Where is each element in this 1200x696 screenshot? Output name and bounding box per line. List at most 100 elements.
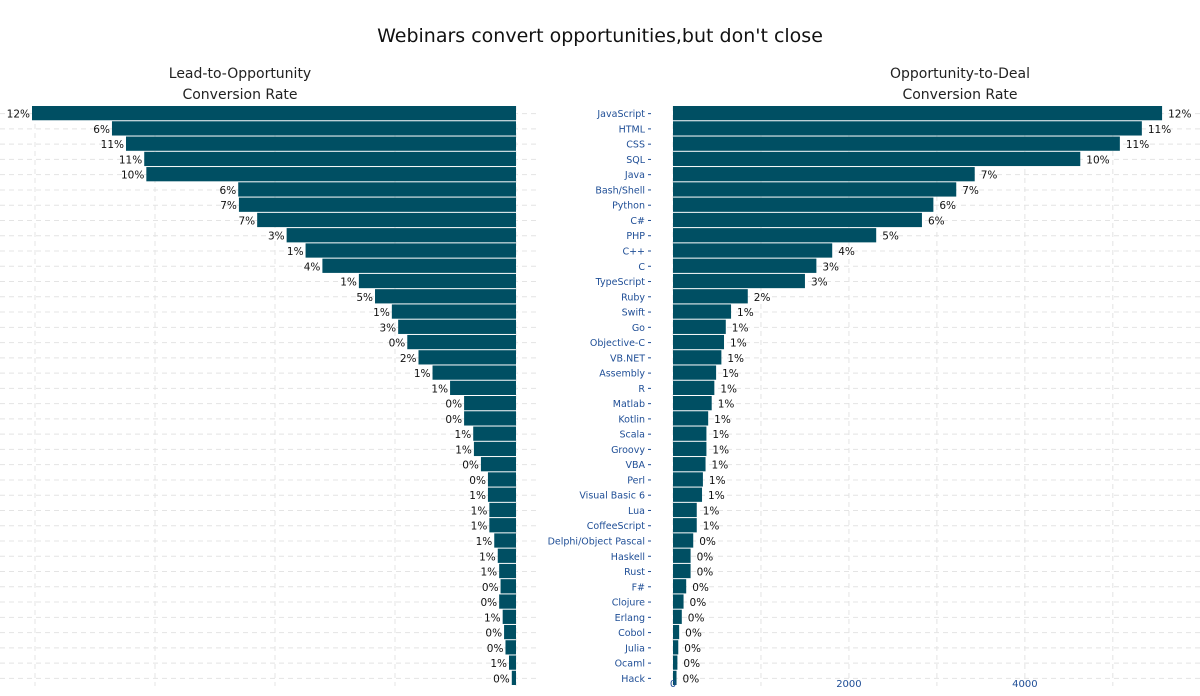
- right-bar-java: [673, 167, 975, 182]
- left-bar-python: [238, 197, 516, 212]
- category-label-haskell: Haskell: [611, 552, 645, 563]
- left-bar-cobol: [504, 624, 516, 640]
- right-bar-label-hack: 0%: [683, 673, 700, 685]
- left-bar-label-assembly: 1%: [414, 368, 431, 380]
- left-bar-vba: [480, 457, 516, 472]
- category-label-go: Go: [632, 323, 645, 334]
- left-bar-label-bash-shell: 6%: [220, 185, 237, 197]
- category-label-delphi-object-pascal: Delphi/Object Pascal: [548, 537, 645, 548]
- category-label-c: C++: [622, 247, 645, 258]
- category-label-bash-shell: Bash/Shell: [595, 185, 645, 196]
- right-bar-ruby: [673, 289, 748, 304]
- left-bar-perl: [487, 472, 516, 487]
- right-bar-label-perl: 1%: [709, 475, 726, 487]
- right-bar-objective-c: [673, 334, 725, 350]
- left-bar-label-css: 11%: [101, 139, 124, 151]
- left-bar-r: [450, 380, 516, 395]
- category-label-sql: SQL: [626, 155, 646, 166]
- right-bar-r: [673, 380, 715, 395]
- left-bar-label-vb-net: 2%: [400, 353, 417, 365]
- right-bar-label-ocaml: 0%: [683, 658, 700, 670]
- category-label-php: PHP: [626, 231, 645, 242]
- right-bar-label-assembly: 1%: [722, 368, 739, 380]
- left-bar-label-java: 10%: [121, 170, 144, 182]
- right-bar-c: [673, 212, 922, 228]
- left-bar-html: [111, 121, 517, 136]
- right-bar-bash-shell: [673, 182, 957, 197]
- right-bar-swift: [673, 304, 732, 319]
- left-bar-clojure: [499, 594, 516, 609]
- right-bar-sql: [673, 151, 1081, 167]
- left-bar-label-clojure: 0%: [480, 597, 497, 609]
- right-bar-php: [673, 228, 877, 243]
- left-bar-coffeescript: [489, 518, 516, 533]
- left-bar-erlang: [502, 609, 516, 624]
- right-bar-scala: [673, 426, 707, 441]
- left-bar-label-kotlin: 0%: [445, 414, 462, 426]
- left-panel: 12%6%11%11%10%6%7%7%3%1%4%1%5%1%3%0%2%1%…: [0, 106, 540, 686]
- right-bar-label-kotlin: 1%: [714, 414, 731, 426]
- right-bar-label-r: 1%: [720, 383, 737, 395]
- category-label-assembly: Assembly: [599, 369, 645, 380]
- right-bar-f: [673, 579, 687, 594]
- right-bar-label-html: 11%: [1148, 124, 1171, 136]
- right-bar-javascript: [673, 106, 1163, 121]
- left-bar-lua: [489, 502, 516, 518]
- category-label-java: Java: [624, 170, 645, 181]
- x-tick-label: 0: [670, 679, 676, 690]
- left-bar-scala: [473, 426, 516, 441]
- category-label-rust: Rust: [624, 567, 645, 578]
- left-bar-css: [125, 136, 516, 151]
- left-bar-haskell: [497, 548, 516, 563]
- category-label-groovy: Groovy: [611, 445, 645, 456]
- right-bar-hack: [673, 670, 677, 685]
- category-label-lua: Lua: [628, 506, 645, 517]
- right-bar-vb-net: [673, 350, 722, 365]
- left-bar-label-ruby: 5%: [356, 292, 373, 304]
- right-bar-label-swift: 1%: [737, 307, 754, 319]
- category-label-visual-basic-6: Visual Basic 6: [579, 491, 645, 502]
- chart-title: Webinars convert opportunities,but don't…: [377, 25, 823, 47]
- left-bar-label-ocaml: 1%: [490, 658, 507, 670]
- category-label-julia: Julia: [624, 643, 645, 654]
- left-bar-label-rust: 1%: [480, 567, 497, 579]
- left-bar-label-perl: 0%: [469, 475, 486, 487]
- right-bar-label-groovy: 1%: [712, 444, 729, 456]
- left-bar-go: [398, 319, 516, 334]
- category-label-javascript: JavaScript: [596, 109, 645, 120]
- right-bar-cobol: [673, 624, 680, 640]
- right-bar-label-python: 6%: [939, 200, 956, 212]
- left-bar-matlab: [464, 396, 516, 411]
- right-bar-rust: [673, 563, 691, 579]
- right-bar-label-typescript: 3%: [811, 277, 828, 289]
- category-label-python: Python: [612, 201, 645, 212]
- left-bar-julia: [505, 640, 516, 655]
- left-bar-label-go: 3%: [379, 322, 396, 334]
- left-bar-sql: [144, 151, 517, 167]
- right-bar-css: [673, 136, 1120, 151]
- category-label-clojure: Clojure: [612, 598, 645, 609]
- left-bar-hack: [511, 670, 516, 685]
- right-bar-label-sql: 10%: [1086, 154, 1109, 166]
- left-bar-label-coffeescript: 1%: [471, 521, 488, 533]
- left-bar-label-python: 7%: [220, 200, 237, 212]
- left-bar-label-f: 0%: [482, 582, 499, 594]
- left-bar-label-typescript: 1%: [340, 277, 357, 289]
- right-bar-julia: [673, 640, 679, 655]
- left-bar-label-erlang: 1%: [484, 612, 501, 624]
- left-bar-label-c: 1%: [287, 246, 304, 258]
- left-bar-label-visual-basic-6: 1%: [469, 490, 486, 502]
- right-bar-visual-basic-6: [673, 487, 703, 502]
- right-bar-perl: [673, 472, 703, 487]
- right-bar-html: [673, 121, 1142, 136]
- left-bar-label-vba: 0%: [462, 460, 479, 472]
- category-label-html: HTML: [619, 124, 646, 135]
- right-bar-erlang: [673, 609, 682, 624]
- right-panel-title-line2: Conversion Rate: [902, 87, 1017, 103]
- right-bar-label-css: 11%: [1126, 139, 1149, 151]
- right-bar-coffeescript: [673, 518, 697, 533]
- right-bar-label-delphi-object-pascal: 0%: [699, 536, 716, 548]
- right-bar-label-c: 3%: [822, 261, 839, 273]
- left-bar-c: [257, 212, 516, 228]
- right-bar-label-scala: 1%: [712, 429, 729, 441]
